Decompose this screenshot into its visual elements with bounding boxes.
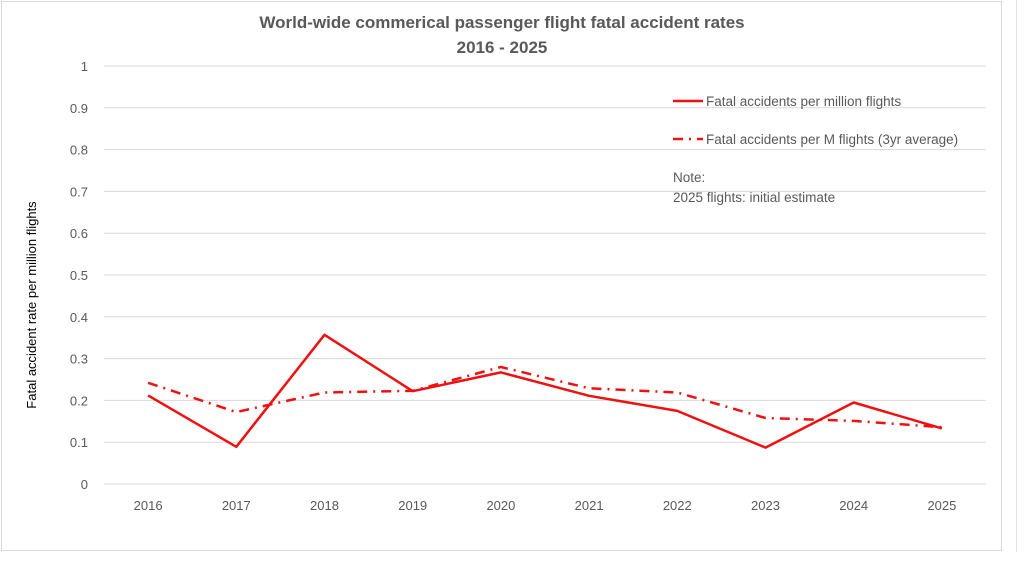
y-axis-ticks: 0 0.1 0.2 0.3 0.4 0.5 0.6 0.7 0.8 0.9 1 bbox=[70, 59, 88, 492]
y-tick-label: 0.2 bbox=[70, 393, 88, 408]
gridlines bbox=[104, 65, 986, 485]
x-tick-label: 2018 bbox=[310, 498, 339, 513]
note-label: Note: bbox=[673, 170, 705, 185]
y-axis-title: Fatal accident rate per million flights bbox=[24, 201, 39, 409]
legend-label-0: Fatal accidents per million flights bbox=[706, 94, 901, 109]
x-tick-label: 2017 bbox=[222, 498, 251, 513]
x-tick-label: 2023 bbox=[751, 498, 780, 513]
x-axis-ticks: 2016 2017 2018 2019 2020 2021 2022 2023 2024 2025 bbox=[134, 498, 957, 513]
y-tick-label: 0 bbox=[81, 477, 88, 492]
y-tick-label: 0.3 bbox=[70, 352, 88, 367]
y-tick-label: 0.1 bbox=[70, 435, 88, 450]
chart-frame bbox=[1, 1, 1002, 551]
x-tick-label: 2021 bbox=[575, 498, 604, 513]
x-tick-label: 2025 bbox=[927, 498, 956, 513]
x-tick-label: 2019 bbox=[398, 498, 427, 513]
note-text: 2025 flights: initial estimate bbox=[673, 190, 835, 205]
x-tick-label: 2024 bbox=[839, 498, 868, 513]
y-tick-label: 0.8 bbox=[70, 143, 88, 158]
y-tick-label: 0.7 bbox=[70, 184, 88, 199]
chart-subtitle: 2016 - 2025 bbox=[457, 38, 548, 57]
x-tick-label: 2020 bbox=[486, 498, 515, 513]
x-tick-label: 2016 bbox=[134, 498, 163, 513]
series-line-3yr-average bbox=[147, 365, 942, 429]
legend-label-1: Fatal accidents per M flights (3yr avera… bbox=[706, 132, 958, 147]
chart-title: World-wide commerical passenger flight f… bbox=[259, 13, 744, 32]
series-lines bbox=[147, 333, 943, 449]
y-tick-label: 0.9 bbox=[70, 101, 88, 116]
y-tick-label: 0.6 bbox=[70, 226, 88, 241]
y-tick-label: 1 bbox=[81, 59, 88, 74]
y-tick-label: 0.4 bbox=[70, 310, 88, 325]
x-tick-label: 2022 bbox=[663, 498, 692, 513]
legend: Fatal accidents per million flights Fata… bbox=[673, 94, 958, 147]
spreadsheet-column-edge bbox=[1003, 0, 1017, 552]
y-tick-label: 0.5 bbox=[70, 268, 88, 283]
series-line-annual bbox=[147, 333, 943, 449]
